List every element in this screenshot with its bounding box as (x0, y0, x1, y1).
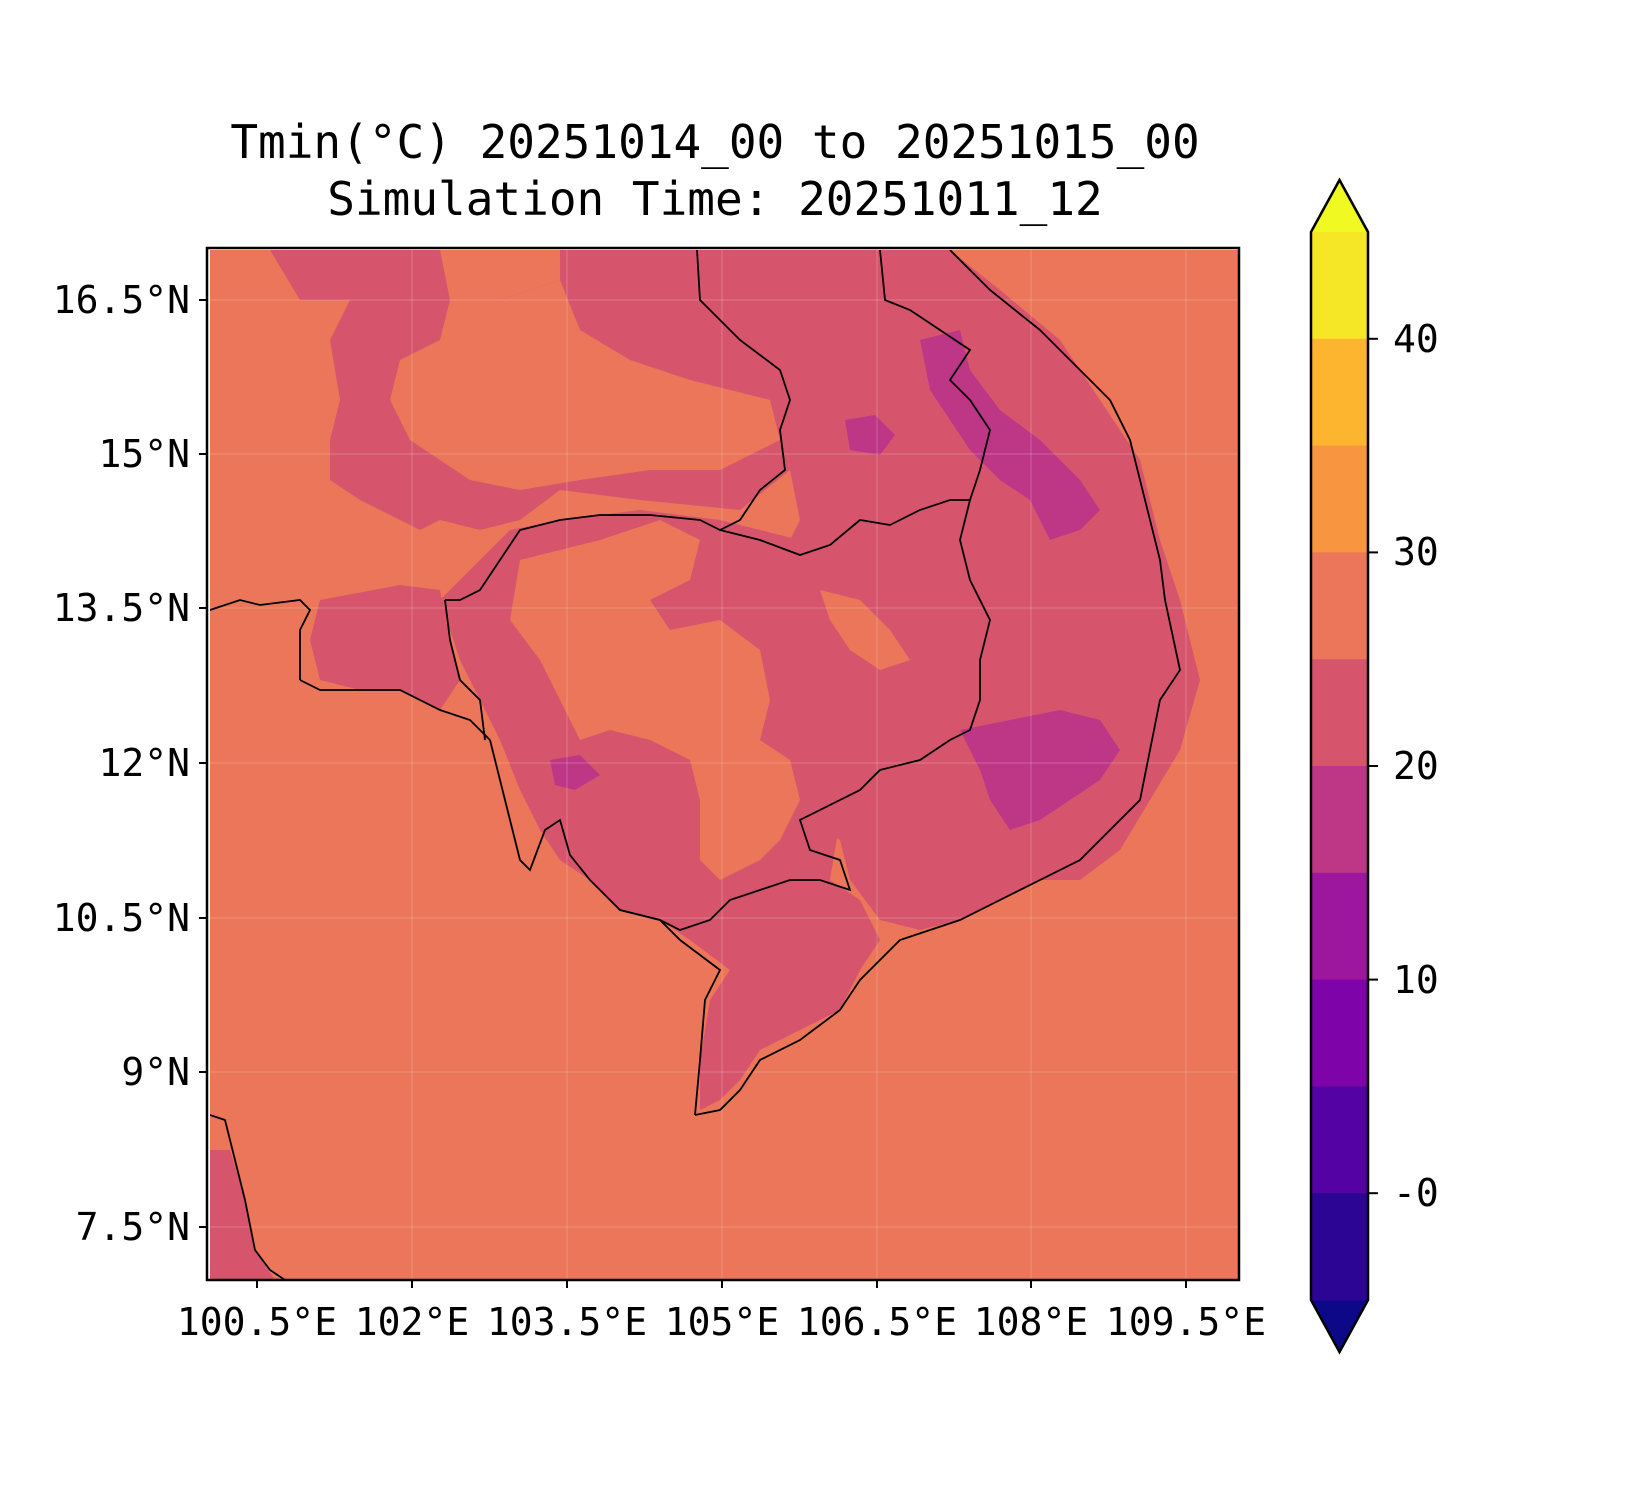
colorbar-extend-min (1311, 1300, 1368, 1352)
cambodia-vietnam-border (619, 799, 852, 931)
colorbar-label-4: 40 (1393, 316, 1439, 361)
lat-label-16-5: 16.5°N (52, 278, 190, 322)
delta-coast (679, 939, 722, 1116)
colorbar-label-1: 10 (1393, 957, 1439, 1002)
colorbar-band-5 (1311, 766, 1368, 874)
colorbar-band-8 (1311, 1086, 1368, 1194)
cambodia-laos-border (719, 499, 970, 556)
colorbar-band-4 (1311, 659, 1368, 767)
lon-label-103-5: 103.5°E (486, 1300, 648, 1344)
thailand-east-coast (299, 679, 491, 741)
thailand-warm-patch (390, 280, 780, 490)
colorbar-band-3 (1311, 552, 1368, 660)
thailand-cambodia-border-west (444, 599, 486, 741)
colorbar-outline (1309, 177, 1370, 1355)
lon-label-105: 105°E (664, 1300, 780, 1344)
colorbar-label-0: -0 (1393, 1171, 1439, 1216)
lat-label-13-5: 13.5°N (52, 586, 190, 630)
colorbar-band-9 (1311, 1193, 1368, 1301)
lat-tick-marks (199, 299, 207, 1228)
chart-subtitle: Simulation Time: 20251011_12 (327, 172, 1103, 226)
lon-label-102: 102°E (354, 1300, 470, 1344)
cambodia-coast (489, 739, 681, 941)
highlands-cool-2 (960, 710, 1120, 830)
thailand-southeast-region (310, 585, 460, 710)
colorbar-band-6 (1311, 872, 1368, 981)
lat-label-7-5: 7.5°N (75, 1205, 190, 1249)
lon-label-109-5: 109.5°E (1105, 1300, 1267, 1344)
tonle-sap-warm-patch (820, 590, 910, 670)
colorbar-band-2 (1311, 445, 1368, 553)
lon-label-106-5: 106.5°E (796, 1300, 958, 1344)
map-area (210, 250, 1240, 1280)
peninsula-coast (210, 1114, 286, 1280)
thailand-west-coast (210, 599, 312, 680)
colorbar (1309, 177, 1378, 1355)
chart-title: Tmin(°C) 20251014_00 to 20251015_00 (230, 115, 1200, 169)
lat-label-9: 9°N (121, 1050, 190, 1094)
colorbar-label-3: 30 (1393, 530, 1439, 575)
lon-tick-marks (256, 1280, 1187, 1288)
lat-label-12: 12°N (98, 741, 190, 785)
lat-label-15: 15°N (98, 432, 190, 476)
lon-label-108: 108°E (973, 1300, 1089, 1344)
peninsula-region (210, 1150, 275, 1280)
cambodia-warm-basin (510, 520, 800, 880)
lon-label-100-5: 100.5°E (176, 1300, 338, 1344)
borders (210, 250, 1181, 1280)
colorbar-band-1 (1311, 338, 1368, 447)
colorbar-extend-max (1311, 180, 1368, 232)
highlands-cool-3 (845, 415, 895, 455)
graticule (210, 250, 1240, 1280)
west-cool-patch (550, 755, 600, 790)
lat-label-10-5: 10.5°N (52, 896, 190, 940)
laos-vietnam-border (839, 250, 991, 801)
colorbar-band-7 (1311, 979, 1368, 1087)
vietnam-coast (694, 250, 1181, 1116)
highlands-cool-1 (920, 330, 1100, 540)
colorbar-band-0 (1311, 232, 1368, 340)
colorbar-label-2: 20 (1393, 744, 1439, 788)
